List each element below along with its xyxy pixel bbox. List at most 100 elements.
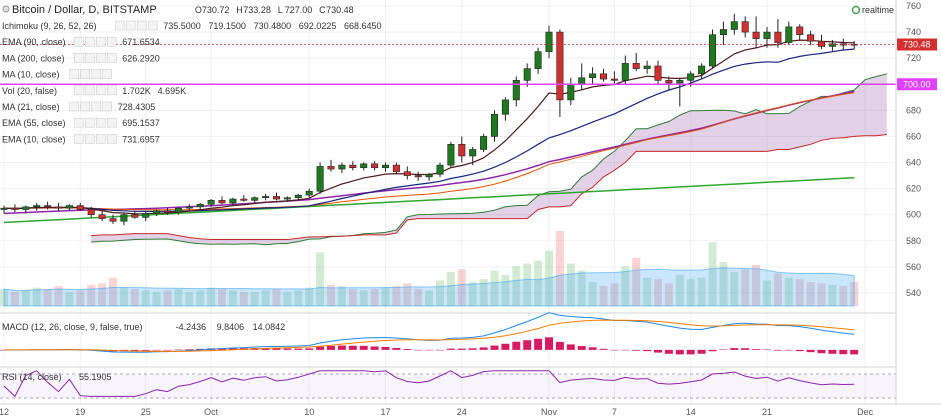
candle	[262, 193, 270, 201]
candle	[774, 19, 782, 48]
volume-bar	[327, 284, 335, 306]
candle	[44, 201, 52, 210]
legend-action-icon	[136, 20, 147, 31]
ema-90-line	[3, 90, 855, 215]
macd-histogram-bar	[436, 349, 444, 351]
candle-body	[0, 207, 8, 210]
volume-bar	[719, 262, 728, 306]
macd-histogram-bar	[741, 348, 750, 350]
candle-body	[708, 34, 716, 67]
macd-histogram-bar	[130, 349, 139, 352]
volume-bar	[523, 263, 532, 306]
macd-histogram-bar	[468, 348, 477, 350]
legend-value: 1.702K	[122, 86, 151, 96]
volume-bar	[337, 286, 346, 306]
candle-body	[741, 21, 749, 33]
volume-bar	[305, 287, 314, 306]
macd-histogram-bar	[163, 349, 172, 351]
hline-badge	[897, 78, 937, 91]
price-tick-label: 680	[906, 105, 921, 115]
macd-title: MACD (12, 26, close, 9, false, true)	[2, 322, 143, 332]
candle	[698, 63, 706, 80]
candle	[490, 110, 498, 142]
volume-bar	[425, 290, 434, 306]
time-tick-label: Nov	[541, 407, 558, 417]
volume-bar	[773, 273, 782, 306]
candle-body	[458, 143, 466, 157]
candle-body	[294, 194, 302, 199]
candle	[76, 202, 84, 211]
macd-histogram-bar	[621, 349, 630, 351]
volume-bar	[490, 270, 499, 306]
volume-bar	[283, 291, 292, 306]
macd-histogram-bar	[675, 349, 684, 355]
price-axis[interactable]: 540560580600620640660680700720740760730.…	[895, 0, 941, 420]
candle-body	[98, 214, 106, 219]
axis-background	[896, 0, 941, 420]
candle-body	[545, 31, 553, 52]
macd-histogram-bar	[664, 349, 673, 354]
volume-bar	[359, 290, 368, 306]
horizontal-line-700[interactable]	[0, 44, 896, 86]
candle	[741, 16, 749, 38]
candle-body	[109, 218, 117, 222]
volume-bar	[174, 289, 183, 306]
macd-value: 14.0842	[253, 322, 286, 332]
candle	[360, 162, 368, 171]
candle	[109, 214, 117, 224]
volume-bar	[163, 290, 172, 306]
candle	[164, 208, 172, 215]
candle-body	[403, 171, 411, 176]
volume-bar	[784, 277, 793, 306]
chart-title: Bitcoin / Dollar, D, BITSTAMP	[12, 4, 157, 16]
macd-histogram-bar	[174, 349, 183, 351]
time-axis[interactable]: 12 19 25 Oct 10 17 24 Nov 7 14 21 Dec	[0, 403, 941, 417]
senkou-span-a	[91, 73, 888, 246]
time-tick-label: 25	[141, 407, 151, 417]
macd-histogram-bar	[501, 343, 510, 350]
candle-body	[480, 136, 488, 150]
legend-action-icon	[84, 134, 95, 144]
candle-body	[131, 214, 139, 218]
volume-bar	[381, 287, 390, 306]
volume-bar	[272, 289, 281, 306]
candle	[11, 204, 19, 213]
legend-action-icon	[95, 53, 106, 63]
candle-body	[218, 200, 226, 204]
macd-histogram-bar	[490, 345, 499, 350]
candle	[556, 29, 564, 117]
rsi-pane: 70.000040.0000RSI (14, close)55.1905	[0, 366, 941, 404]
candle-body	[687, 73, 695, 81]
candle-body	[371, 163, 379, 169]
ema-55-line	[4, 92, 855, 211]
macd-histogram-bar	[610, 349, 619, 351]
ohlc-key: O	[195, 5, 202, 15]
candle-body	[676, 80, 684, 84]
candle	[87, 206, 95, 218]
candle-body	[523, 68, 531, 81]
volume-bar	[512, 266, 521, 306]
candle	[65, 204, 73, 211]
legend-action-icon	[102, 69, 112, 79]
macd-histogram-bar	[261, 348, 270, 350]
candle-body	[87, 209, 95, 215]
volume-bar	[468, 281, 477, 306]
legend-value: 728.4305	[118, 102, 156, 112]
candle	[763, 26, 771, 48]
legend-value: 719.1500	[208, 21, 246, 31]
candle	[730, 13, 738, 35]
candle	[207, 199, 215, 207]
volume-bar	[392, 286, 401, 306]
ohlc-key: C	[319, 5, 326, 15]
rsi-line	[3, 370, 855, 398]
legend-name: MA (21, close)	[2, 102, 60, 112]
price-tick-label: 620	[906, 184, 921, 194]
candle	[719, 21, 727, 46]
legend-action-icon	[73, 117, 84, 128]
macd-histogram-bar	[348, 345, 357, 350]
candle-body	[621, 63, 629, 81]
volume-bar	[664, 283, 673, 306]
macd-histogram-bar	[577, 346, 586, 350]
macd-histogram-bar	[817, 349, 826, 354]
